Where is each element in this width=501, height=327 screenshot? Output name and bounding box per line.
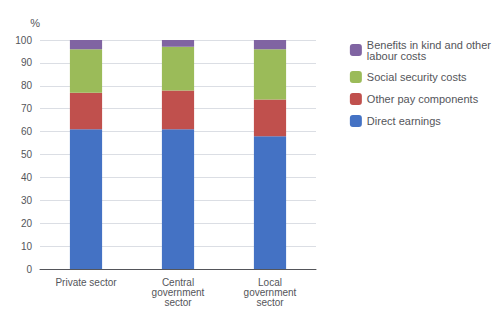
- svg-text:10: 10: [21, 241, 33, 252]
- svg-text:Private sector: Private sector: [55, 277, 117, 288]
- svg-text:60: 60: [21, 126, 33, 137]
- svg-text:50: 50: [21, 149, 33, 160]
- svg-text:Local: Local: [258, 276, 282, 288]
- svg-text:Other pay components: Other pay components: [367, 93, 479, 105]
- svg-text:90: 90: [21, 57, 33, 68]
- svg-text:labour costs: labour costs: [367, 50, 427, 62]
- svg-text:0: 0: [26, 264, 32, 275]
- svg-text:sector: sector: [164, 297, 192, 308]
- svg-text:Direct earnings: Direct earnings: [367, 115, 441, 127]
- svg-text:%: %: [30, 17, 40, 29]
- svg-text:Central: Central: [161, 276, 195, 288]
- svg-text:80: 80: [21, 80, 33, 91]
- svg-text:government: government: [151, 286, 205, 298]
- svg-text:Benefits in kind and other: Benefits in kind and other: [366, 38, 491, 51]
- svg-text:100: 100: [15, 35, 32, 46]
- svg-text:government: government: [243, 286, 297, 298]
- svg-text:20: 20: [21, 218, 33, 229]
- svg-text:70: 70: [21, 103, 33, 114]
- svg-text:Social security costs: Social security costs: [367, 71, 467, 83]
- svg-text:30: 30: [21, 195, 33, 206]
- svg-text:sector: sector: [256, 297, 284, 308]
- svg-text:40: 40: [21, 172, 33, 183]
